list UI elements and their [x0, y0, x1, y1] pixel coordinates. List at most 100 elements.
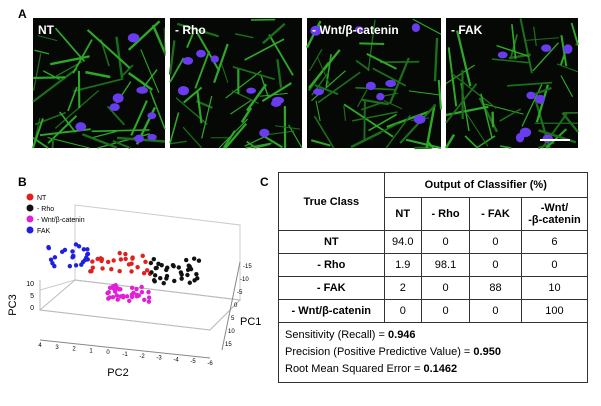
scatter-point — [129, 269, 134, 274]
scatter-point — [172, 278, 177, 284]
scatter-point — [70, 253, 76, 259]
actin-fiber — [240, 107, 253, 123]
nucleus — [246, 87, 256, 94]
z-tick-label: 10 — [26, 281, 34, 288]
actin-fiber — [183, 86, 203, 104]
actin-fiber — [250, 18, 276, 21]
actin-fiber — [213, 43, 229, 84]
scatter-point — [126, 262, 132, 267]
actin-fiber — [561, 112, 579, 133]
actin-fiber — [168, 40, 176, 75]
nucleus — [515, 132, 525, 143]
scatter-point — [146, 299, 152, 304]
actin-fiber — [59, 111, 77, 133]
scatter-point — [124, 294, 130, 299]
metric-value: 0.946 — [388, 329, 416, 341]
table-row: - FAK 2 0 88 10 — [278, 276, 589, 300]
actin-fiber — [86, 29, 131, 69]
x-tick-label: -1 — [122, 352, 128, 358]
actin-fiber — [408, 90, 442, 96]
scatter-point — [129, 292, 135, 297]
scatter-point — [179, 272, 184, 277]
image-label: - FAK — [451, 23, 483, 37]
scatter-point — [196, 258, 202, 263]
scatter-point — [143, 259, 148, 265]
y-tick-label: -10 — [240, 277, 249, 283]
scatter-point — [179, 276, 184, 281]
actin-fiber — [308, 49, 341, 89]
table-cell: 0 — [420, 276, 471, 300]
actin-fiber — [379, 60, 420, 64]
x-tick-label: 2 — [72, 347, 76, 353]
scatter-point — [117, 250, 122, 256]
scatter-point — [81, 247, 87, 252]
actin-fiber — [182, 126, 203, 149]
actin-fiber — [385, 114, 411, 149]
nucleus — [310, 25, 322, 36]
nucleus — [413, 114, 426, 124]
table-row: True Class Output of Classifier (%) — [278, 172, 589, 231]
actin-fiber — [405, 138, 442, 150]
actin-fiber — [37, 35, 58, 42]
y-tick-label: 10 — [228, 329, 235, 335]
y-tick-label: 5 — [231, 316, 235, 322]
scatter-point — [67, 263, 73, 269]
table-cell: - Wnt/β-catenin — [278, 299, 385, 323]
actin-fiber — [73, 77, 124, 93]
actin-fiber — [425, 104, 436, 149]
table-cell: Sensitivity (Recall) = 0.946 Precision (P… — [278, 322, 588, 383]
scatter-point — [149, 270, 154, 275]
table-cell: 2 — [383, 276, 422, 300]
nucleus — [526, 91, 536, 100]
micrograph — [170, 18, 302, 148]
actin-fiber — [491, 58, 530, 64]
nucleus — [540, 44, 552, 52]
actin-fiber — [480, 93, 493, 138]
legend-label: NT — [37, 195, 47, 202]
actin-fiber — [201, 95, 213, 139]
scatter-point — [134, 292, 140, 298]
table-cell: 1.9 — [383, 253, 422, 277]
scatter-point — [186, 263, 191, 268]
image-label: - Wnt/β-catenin — [312, 23, 399, 37]
nucleus — [134, 134, 144, 143]
actin-fiber — [317, 57, 330, 85]
actin-fiber — [311, 70, 346, 102]
scatter-point — [76, 244, 82, 249]
table-row: - Rho 1.9 98.1 0 0 — [278, 253, 589, 277]
table-cell: 0 — [469, 299, 522, 323]
table-row: NT 94.0 0 0 6 — [278, 230, 589, 254]
actin-fiber — [355, 59, 370, 71]
scatter-point — [191, 256, 197, 261]
actin-fiber — [186, 32, 194, 49]
actin-fiber — [368, 113, 398, 132]
scatter-point — [142, 297, 147, 302]
actin-fiber — [91, 129, 150, 133]
actin-fiber — [359, 42, 385, 45]
actin-fiber — [72, 39, 93, 74]
scatter-point — [146, 289, 151, 295]
actin-fiber — [556, 63, 579, 73]
actin-fiber — [262, 22, 286, 45]
actin-fiber — [484, 103, 524, 115]
actin-fiber — [268, 34, 294, 76]
scatter-point — [111, 258, 116, 263]
scatter-point — [158, 275, 163, 281]
actin-fiber — [54, 27, 86, 63]
actin-fiber — [325, 53, 332, 88]
actin-fiber — [525, 37, 559, 41]
nucleus — [535, 94, 545, 104]
actin-fiber — [235, 33, 254, 39]
actin-fiber — [456, 30, 472, 87]
actin-fiber — [317, 71, 361, 104]
x-tick-label: -4 — [173, 357, 179, 363]
metric: Root Mean Squared Error = 0.1462 — [285, 361, 581, 378]
nucleus — [497, 51, 508, 59]
scatter-point — [88, 269, 93, 274]
actin-fiber — [196, 32, 221, 72]
metric-label: Sensitivity (Recall) = — [285, 329, 389, 341]
actin-fiber — [196, 90, 203, 124]
scatter-point — [123, 251, 128, 257]
actin-fiber — [412, 18, 442, 35]
actin-fiber — [34, 49, 50, 55]
